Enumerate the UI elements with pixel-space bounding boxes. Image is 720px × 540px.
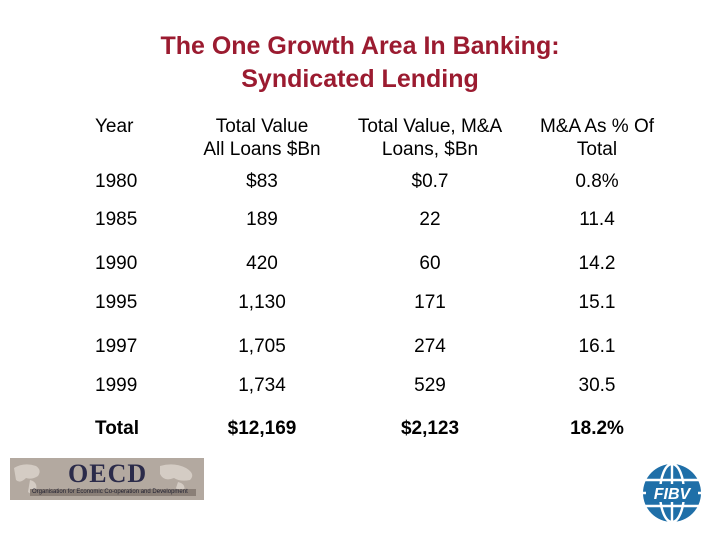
fibv-wordmark: FIBV <box>654 486 692 503</box>
oecd-logo: OECD Organisation for Economic Co-operat… <box>10 458 204 500</box>
row-year: 1995 <box>95 292 138 313</box>
title-line-1: The One Growth Area In Banking: <box>160 32 560 60</box>
header-year: Year <box>95 116 134 137</box>
row-ma-pct: 11.4 <box>579 209 615 230</box>
row-ma-pct: 15.1 <box>578 292 616 313</box>
total-ma-value: $2,123 <box>400 418 460 439</box>
row-year: 1997 <box>95 336 138 357</box>
header-ma-value-line2: Loans, $Bn <box>381 139 479 160</box>
row-ma-value: 529 <box>414 375 446 396</box>
row-total-value: 420 <box>246 253 278 274</box>
row-ma-pct: 14.2 <box>578 253 616 274</box>
row-ma-value: 274 <box>414 336 446 357</box>
row-ma-pct: 0.8% <box>575 171 619 192</box>
header-total-value-line2: All Loans $Bn <box>203 139 321 160</box>
total-value: $12,169 <box>227 418 297 439</box>
row-total-value: 1,734 <box>238 375 286 396</box>
fibv-globe-logo: FIBV <box>643 462 701 524</box>
row-ma-value: $0.7 <box>411 171 449 192</box>
row-ma-value: 22 <box>419 209 441 230</box>
row-ma-pct: 30.5 <box>578 375 616 396</box>
slide-title: The One Growth Area In Banking: Syndicat… <box>0 30 720 96</box>
oecd-wordmark: OECD <box>68 459 148 488</box>
row-ma-value: 60 <box>419 253 441 274</box>
row-year: 1999 <box>95 375 138 396</box>
header-ma-value-line1: Total Value, M&A <box>357 116 503 137</box>
oecd-subtitle-strip <box>30 489 196 496</box>
oecd-subtitle: Organisation for Economic Co-operation a… <box>32 489 188 495</box>
row-total-value: $83 <box>246 171 278 192</box>
row-year: 1980 <box>95 171 138 192</box>
row-total-value: 1,130 <box>238 292 286 313</box>
row-ma-pct: 16.1 <box>578 336 616 357</box>
title-line-2: Syndicated Lending <box>241 65 479 93</box>
header-ma-pct-line2: Total <box>576 139 618 160</box>
row-total-value: 189 <box>246 209 278 230</box>
world-map-icon <box>14 464 193 494</box>
row-ma-value: 171 <box>414 292 446 313</box>
header-ma-pct-line1: M&A As % Of <box>539 116 655 137</box>
header-total-value-line1: Total Value <box>215 116 309 137</box>
total-label: Total <box>95 418 139 439</box>
row-year: 1985 <box>95 209 138 230</box>
total-ma-pct: 18.2% <box>570 418 624 439</box>
row-total-value: 1,705 <box>238 336 286 357</box>
row-year: 1990 <box>95 253 138 274</box>
